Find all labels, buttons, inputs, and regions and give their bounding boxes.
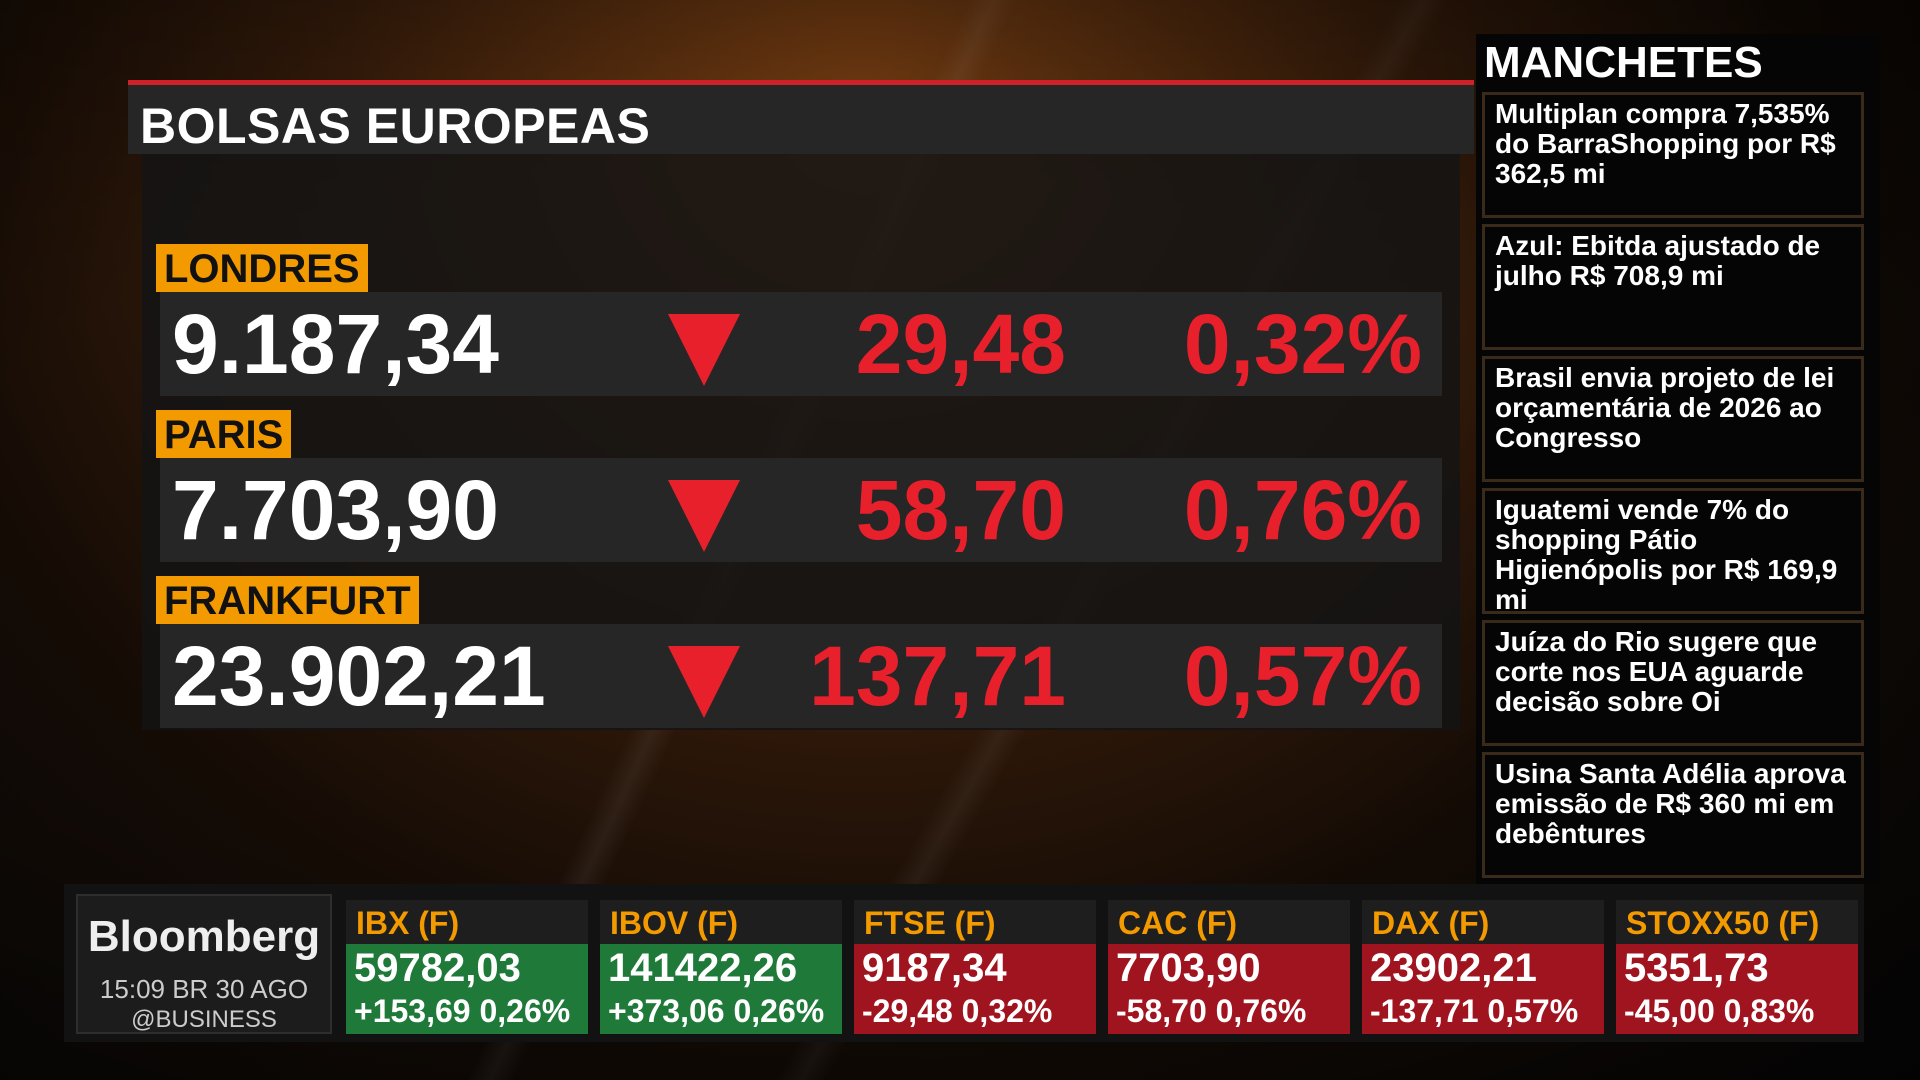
market-label: LONDRES (156, 244, 368, 292)
headline-item: Brasil envia projeto de lei orçamentária… (1482, 356, 1864, 482)
ticker-value: 5351,73 (1624, 946, 1769, 990)
ticker-item-ibov: IBOV (F) 141422,26 +373,06 0,26% (600, 900, 842, 1034)
ticker-value: 59782,03 (354, 946, 521, 990)
ticker-box: 7703,90 -58,70 0,76% (1108, 944, 1350, 1034)
ticker-box: 59782,03 +153,69 0,26% (346, 944, 588, 1034)
market-row-paris: PARIS 7.703,90 58,70 0,76% (142, 410, 1460, 578)
index-change: 58,70 (855, 463, 1066, 557)
ticker-change: +153,69 0,26% (354, 993, 571, 1029)
down-triangle-icon (668, 646, 740, 718)
index-value: 7.703,90 (172, 463, 499, 557)
index-change: 137,71 (809, 629, 1066, 723)
ticker-change: -29,48 0,32% (862, 993, 1053, 1029)
market-label: FRANKFURT (156, 576, 419, 624)
brand-box: Bloomberg 15:09 BR 30 AGO @BUSINESS (76, 894, 332, 1034)
headline-text: Iguatemi vende 7% do shopping Pátio Higi… (1495, 494, 1838, 615)
ticker-change: -45,00 0,83% (1624, 993, 1815, 1029)
market-row-frankfurt: FRANKFURT 23.902,21 137,71 0,57% (142, 576, 1460, 744)
panel-body: LONDRES 9.187,34 29,48 0,32% PARIS 7.703… (142, 154, 1460, 730)
headlines-panel: MANCHETES Multiplan compra 7,535% do Bar… (1476, 34, 1880, 886)
headline-item: Juíza do Rio sugere que corte nos EUA ag… (1482, 620, 1864, 746)
market-values: 9.187,34 29,48 0,32% (160, 292, 1442, 396)
ticker-item-ftse: FTSE (F) 9187,34 -29,48 0,32% (854, 900, 1096, 1034)
market-row-londres: LONDRES 9.187,34 29,48 0,32% (142, 244, 1460, 412)
ticker-change: -137,71 0,57% (1370, 993, 1579, 1029)
headline-text: Multiplan compra 7,535% do BarraShopping… (1495, 98, 1836, 189)
ticker-name: STOXX50 (F) (1616, 900, 1858, 944)
ticker-value: 7703,90 (1116, 946, 1261, 990)
headline-item: Azul: Ebitda ajustado de julho R$ 708,9 … (1482, 224, 1864, 350)
ticker-name: IBOV (F) (600, 900, 842, 944)
ticker-change: -58,70 0,76% (1116, 993, 1307, 1029)
ticker-box: 23902,21 -137,71 0,57% (1362, 944, 1604, 1034)
panel-title: BOLSAS EUROPEAS (140, 98, 651, 154)
ticker-value: 141422,26 (608, 946, 798, 990)
ticker-box: 9187,34 -29,48 0,32% (854, 944, 1096, 1034)
headline-text: Juíza do Rio sugere que corte nos EUA ag… (1495, 626, 1818, 717)
ticker-name: CAC (F) (1108, 900, 1350, 944)
market-values: 23.902,21 137,71 0,57% (160, 624, 1442, 728)
broadcast-time: 15:09 BR 30 AGO (99, 974, 309, 1004)
ticker-value: 9187,34 (862, 946, 1007, 990)
ticker-value: 23902,21 (1370, 946, 1537, 990)
panel-header: BOLSAS EUROPEAS (128, 80, 1474, 154)
headline-text: Brasil envia projeto de lei orçamentária… (1495, 362, 1835, 453)
down-triangle-icon (668, 314, 740, 386)
ticker-box: 141422,26 +373,06 0,26% (600, 944, 842, 1034)
headline-item: Usina Santa Adélia aprova emissão de R$ … (1482, 752, 1864, 878)
down-triangle-icon (668, 480, 740, 552)
market-values: 7.703,90 58,70 0,76% (160, 458, 1442, 562)
ticker-item-dax: DAX (F) 23902,21 -137,71 0,57% (1362, 900, 1604, 1034)
index-percent: 0,32% (1183, 297, 1422, 391)
headlines-title: MANCHETES (1484, 38, 1763, 87)
social-handle: @BUSINESS (131, 1006, 277, 1033)
ticker-change: +373,06 0,26% (608, 993, 825, 1029)
index-change: 29,48 (855, 297, 1066, 391)
index-percent: 0,76% (1183, 463, 1422, 557)
headline-text: Azul: Ebitda ajustado de julho R$ 708,9 … (1495, 230, 1821, 291)
ticker-name: IBX (F) (346, 900, 588, 944)
ticker-name: DAX (F) (1362, 900, 1604, 944)
brand-logo: Bloomberg (87, 912, 321, 961)
ticker-name: FTSE (F) (854, 900, 1096, 944)
ticker-item-stoxx50: STOXX50 (F) 5351,73 -45,00 0,83% (1616, 900, 1858, 1034)
index-value: 23.902,21 (172, 629, 546, 723)
ticker-box: 5351,73 -45,00 0,83% (1616, 944, 1858, 1034)
european-markets-panel: BOLSAS EUROPEAS LONDRES 9.187,34 29,48 0… (128, 80, 1474, 730)
market-label: PARIS (156, 410, 292, 458)
headline-text: Usina Santa Adélia aprova emissão de R$ … (1495, 758, 1846, 849)
headline-item: Iguatemi vende 7% do shopping Pátio Higi… (1482, 488, 1864, 615)
ticker-bar: Bloomberg 15:09 BR 30 AGO @BUSINESS IBX … (64, 884, 1864, 1042)
ticker-item-ibx: IBX (F) 59782,03 +153,69 0,26% (346, 900, 588, 1034)
ticker-item-cac: CAC (F) 7703,90 -58,70 0,76% (1108, 900, 1350, 1034)
index-percent: 0,57% (1183, 629, 1422, 723)
index-value: 9.187,34 (172, 297, 499, 391)
headline-item: Multiplan compra 7,535% do BarraShopping… (1482, 92, 1864, 218)
